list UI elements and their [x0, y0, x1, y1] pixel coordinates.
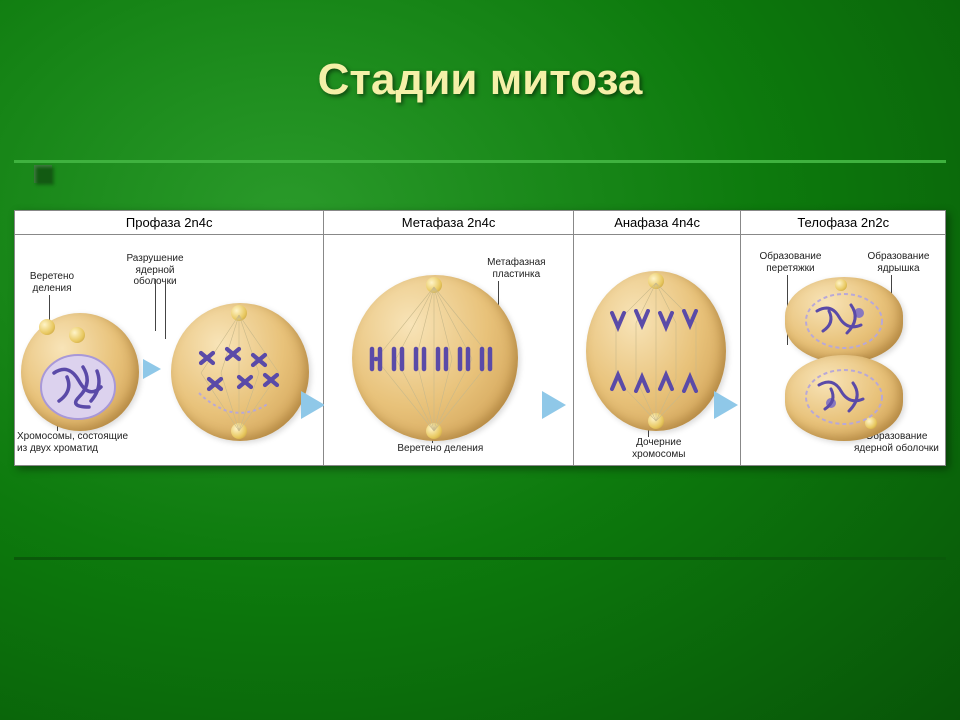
- annot-chromatids: Хромосомы, состоящие из двух хроматид: [17, 431, 137, 454]
- phase-title-metaphase: Метафаза 2n4c: [324, 211, 572, 235]
- cell-anaphase: [586, 271, 726, 431]
- arrow-icon: [143, 359, 161, 379]
- phase-body-metaphase: Метафазная пластинка Веретено деления: [324, 235, 572, 465]
- mitosis-diagram: Профаза 2n4c Веретено деления Разрушение…: [14, 210, 946, 466]
- cell-telophase-top: [785, 277, 903, 363]
- cell-metaphase: [352, 275, 518, 441]
- cell-prophase-early: [21, 313, 139, 431]
- cell-telophase-bottom: [785, 355, 903, 441]
- lead-line: [165, 279, 166, 339]
- page-title: Стадии митоза: [0, 0, 960, 105]
- phase-prophase: Профаза 2n4c Веретено деления Разрушение…: [15, 211, 324, 465]
- annot-spindle: Веретено деления: [19, 271, 85, 294]
- annot-spindle-label: Веретено деления: [380, 443, 500, 455]
- arrow-icon: [542, 391, 566, 419]
- phase-body-prophase: Веретено деления Разрушение ядерной обол…: [15, 235, 323, 465]
- annot-nucleolus: Образование ядрышка: [857, 251, 939, 274]
- arrow-icon: [301, 391, 325, 419]
- chromosomes-icon: [366, 345, 506, 373]
- phase-title-anaphase: Анафаза 4n4c: [574, 211, 741, 235]
- centrosome-icon: [69, 327, 85, 343]
- arrow-icon: [714, 391, 738, 419]
- chromosomes-icon: [195, 345, 287, 399]
- annot-furrow: Образование перетяжки: [749, 251, 831, 274]
- phase-body-telophase: Образование перетяжки Образование ядрышк…: [741, 235, 945, 465]
- phase-title-telophase: Телофаза 2n2c: [741, 211, 945, 235]
- chromosomes-icon: [604, 309, 710, 393]
- centrosome-icon: [39, 319, 55, 335]
- centrosome-icon: [835, 279, 847, 291]
- phase-body-anaphase: Дочерние хромосомы: [574, 235, 741, 465]
- phase-anaphase: Анафаза 4n4c Дочерние хромосомы: [574, 211, 742, 465]
- nucleus-icon: [803, 367, 885, 427]
- annot-daughter: Дочерние хромосомы: [614, 437, 704, 460]
- lead-line: [155, 279, 156, 331]
- phase-metaphase: Метафаза 2n4c Метафазная пластинка Верет…: [324, 211, 573, 465]
- cell-prophase-late: [171, 303, 309, 441]
- nucleus-icon: [803, 291, 885, 351]
- nucleus-icon: [39, 353, 117, 421]
- phase-title-prophase: Профаза 2n4c: [15, 211, 323, 235]
- phase-telophase: Телофаза 2n2c Образование перетяжки Обра…: [741, 211, 945, 465]
